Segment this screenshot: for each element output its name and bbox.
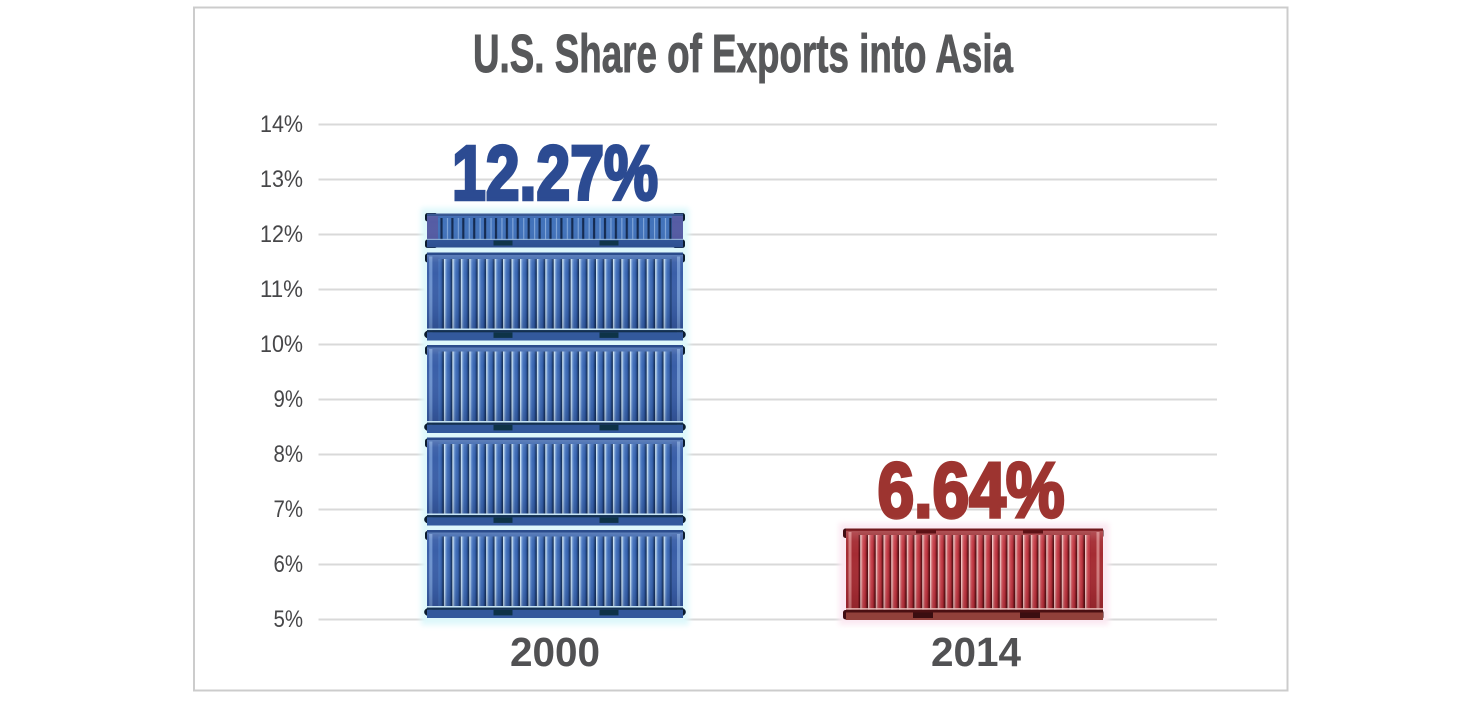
svg-text:8%: 8% — [274, 441, 304, 468]
svg-text:14%: 14% — [260, 111, 303, 138]
svg-text:12.27%: 12.27% — [452, 131, 658, 217]
svg-text:6.64%: 6.64% — [878, 446, 1065, 534]
svg-text:10%: 10% — [260, 331, 303, 358]
svg-text:2014: 2014 — [931, 629, 1022, 675]
svg-text:6%: 6% — [274, 551, 304, 578]
svg-text:5%: 5% — [274, 606, 304, 633]
svg-text:U.S. Share of Exports into Asi: U.S. Share of Exports into Asia — [473, 24, 1014, 84]
svg-text:2000: 2000 — [510, 629, 600, 675]
svg-text:9%: 9% — [274, 386, 304, 413]
svg-text:13%: 13% — [260, 166, 303, 193]
svg-text:11%: 11% — [260, 276, 303, 303]
svg-text:12%: 12% — [260, 221, 303, 248]
svg-text:7%: 7% — [274, 496, 304, 523]
